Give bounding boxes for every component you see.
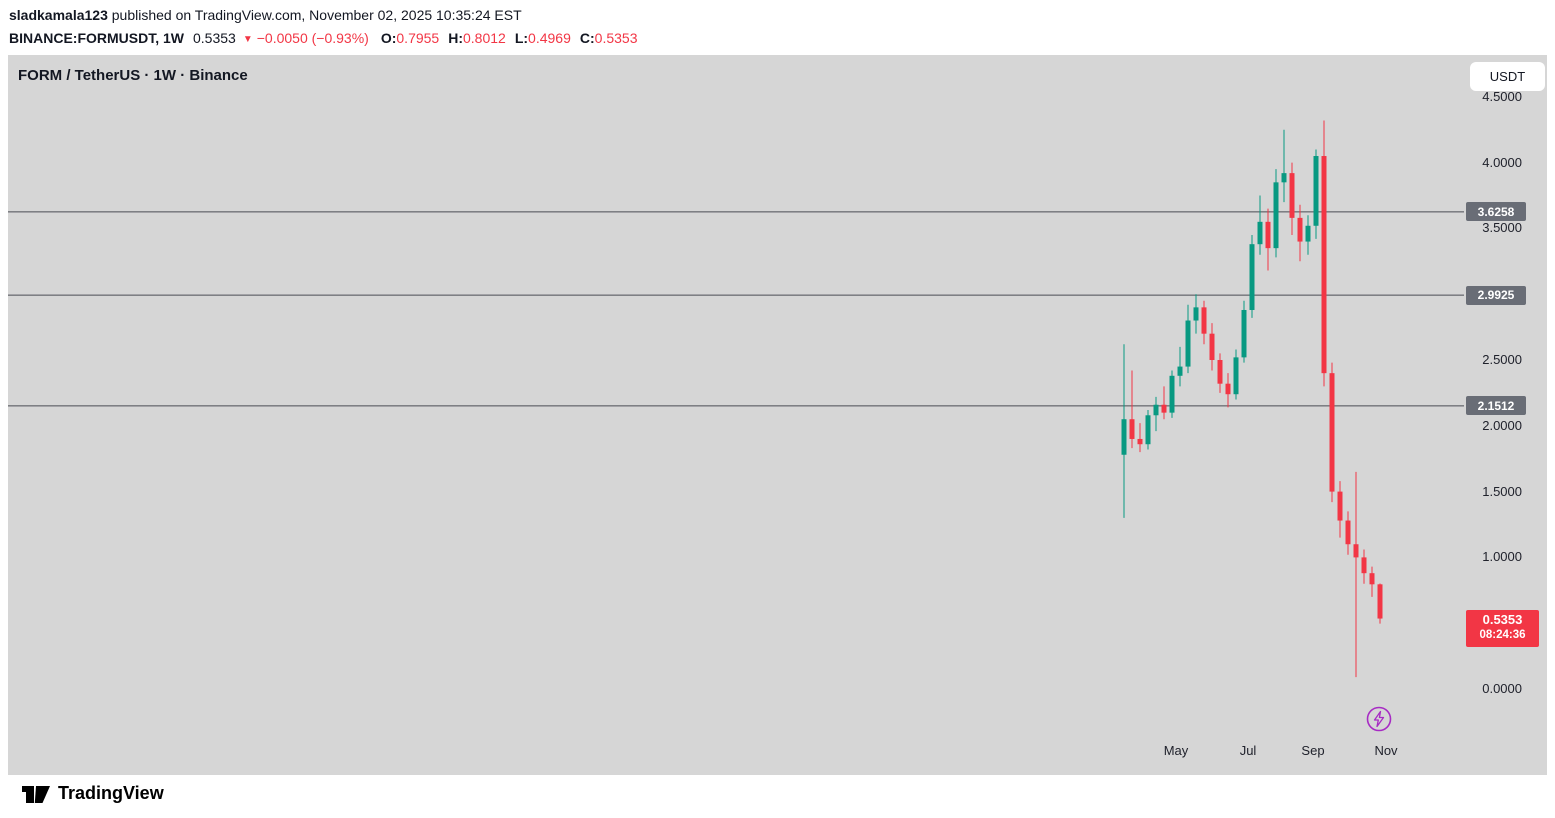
chart-pane[interactable]: FORM / TetherUS · 1W · Binance USDT 4.50…	[8, 55, 1547, 775]
open-value: 0.7955	[396, 30, 440, 46]
y-axis-label: 2.0000	[1482, 417, 1522, 433]
publisher-username: sladkamala123	[9, 7, 108, 23]
candlestick-plot[interactable]	[8, 55, 1547, 775]
high-label: H:	[448, 30, 463, 46]
publish-text: published on TradingView.com, November 0…	[107, 7, 522, 23]
quote-row: BINANCE:FORMUSDT, 1W 0.5353 ▼ −0.0050 (−…	[9, 30, 646, 46]
time-axis-label-may: May	[1163, 743, 1189, 758]
chart-legend[interactable]: FORM / TetherUS · 1W · Binance	[18, 67, 248, 84]
tradingview-mark-icon	[22, 786, 50, 803]
currency-toggle-button[interactable]: USDT	[1470, 62, 1545, 91]
low-label: L:	[514, 30, 529, 46]
close-value: 0.5353	[594, 30, 638, 46]
price-line-badge[interactable]: 2.1512	[1466, 396, 1526, 416]
high-value: 0.8012	[463, 30, 506, 46]
quote-high: H:0.8012	[448, 30, 506, 46]
time-axis-label-jul: Jul	[1239, 743, 1257, 758]
quote-low: L:0.4969	[515, 30, 571, 46]
last-price-badge: 0.5353 08:24:36	[1466, 609, 1539, 647]
y-axis-label: 1.0000	[1482, 549, 1522, 565]
y-axis-label: 2.5000	[1482, 352, 1522, 367]
symbol-name[interactable]: BINANCE:FORMUSDT, 1W	[9, 30, 184, 46]
time-axis-label-nov: Nov	[1374, 743, 1398, 758]
price-line-badge[interactable]: 3.6258	[1466, 202, 1526, 222]
y-axis-label: 0.0000	[1482, 681, 1522, 696]
tradingview-wordmark: TradingView	[58, 782, 164, 803]
last-price-value: 0.5353	[1482, 611, 1523, 627]
price-axis[interactable]: 4.5000 4.0000 3.5000 2.5000 2.0000 1.5000 1.00…	[8, 55, 1547, 775]
y-axis-label: 4.0000	[1482, 154, 1522, 170]
y-axis-label: 4.5000	[1482, 88, 1522, 104]
price-change: −0.0050 (−0.93%)	[256, 30, 369, 46]
time-axis-label-sep: Sep	[1301, 743, 1325, 758]
y-axis-label: 3.5000	[1482, 220, 1522, 236]
bar-countdown: 08:24:36	[1479, 628, 1526, 641]
boost-flash-icon[interactable]	[1366, 706, 1392, 732]
quote-open: O:0.7955	[381, 30, 439, 46]
low-value: 0.4969	[528, 30, 571, 46]
quote-close: C:0.5353	[580, 30, 638, 46]
publish-info: sladkamala123 published on TradingView.c…	[9, 7, 522, 23]
open-label: O:	[380, 30, 397, 46]
last-price: 0.5353	[193, 30, 236, 46]
tradingview-logo[interactable]: TradingView	[22, 782, 164, 804]
close-label: C:	[579, 30, 595, 46]
price-line-badge[interactable]: 2.9925	[1466, 285, 1526, 305]
y-axis-label: 1.5000	[1482, 483, 1522, 499]
down-triangle-icon: ▼	[242, 34, 253, 45]
